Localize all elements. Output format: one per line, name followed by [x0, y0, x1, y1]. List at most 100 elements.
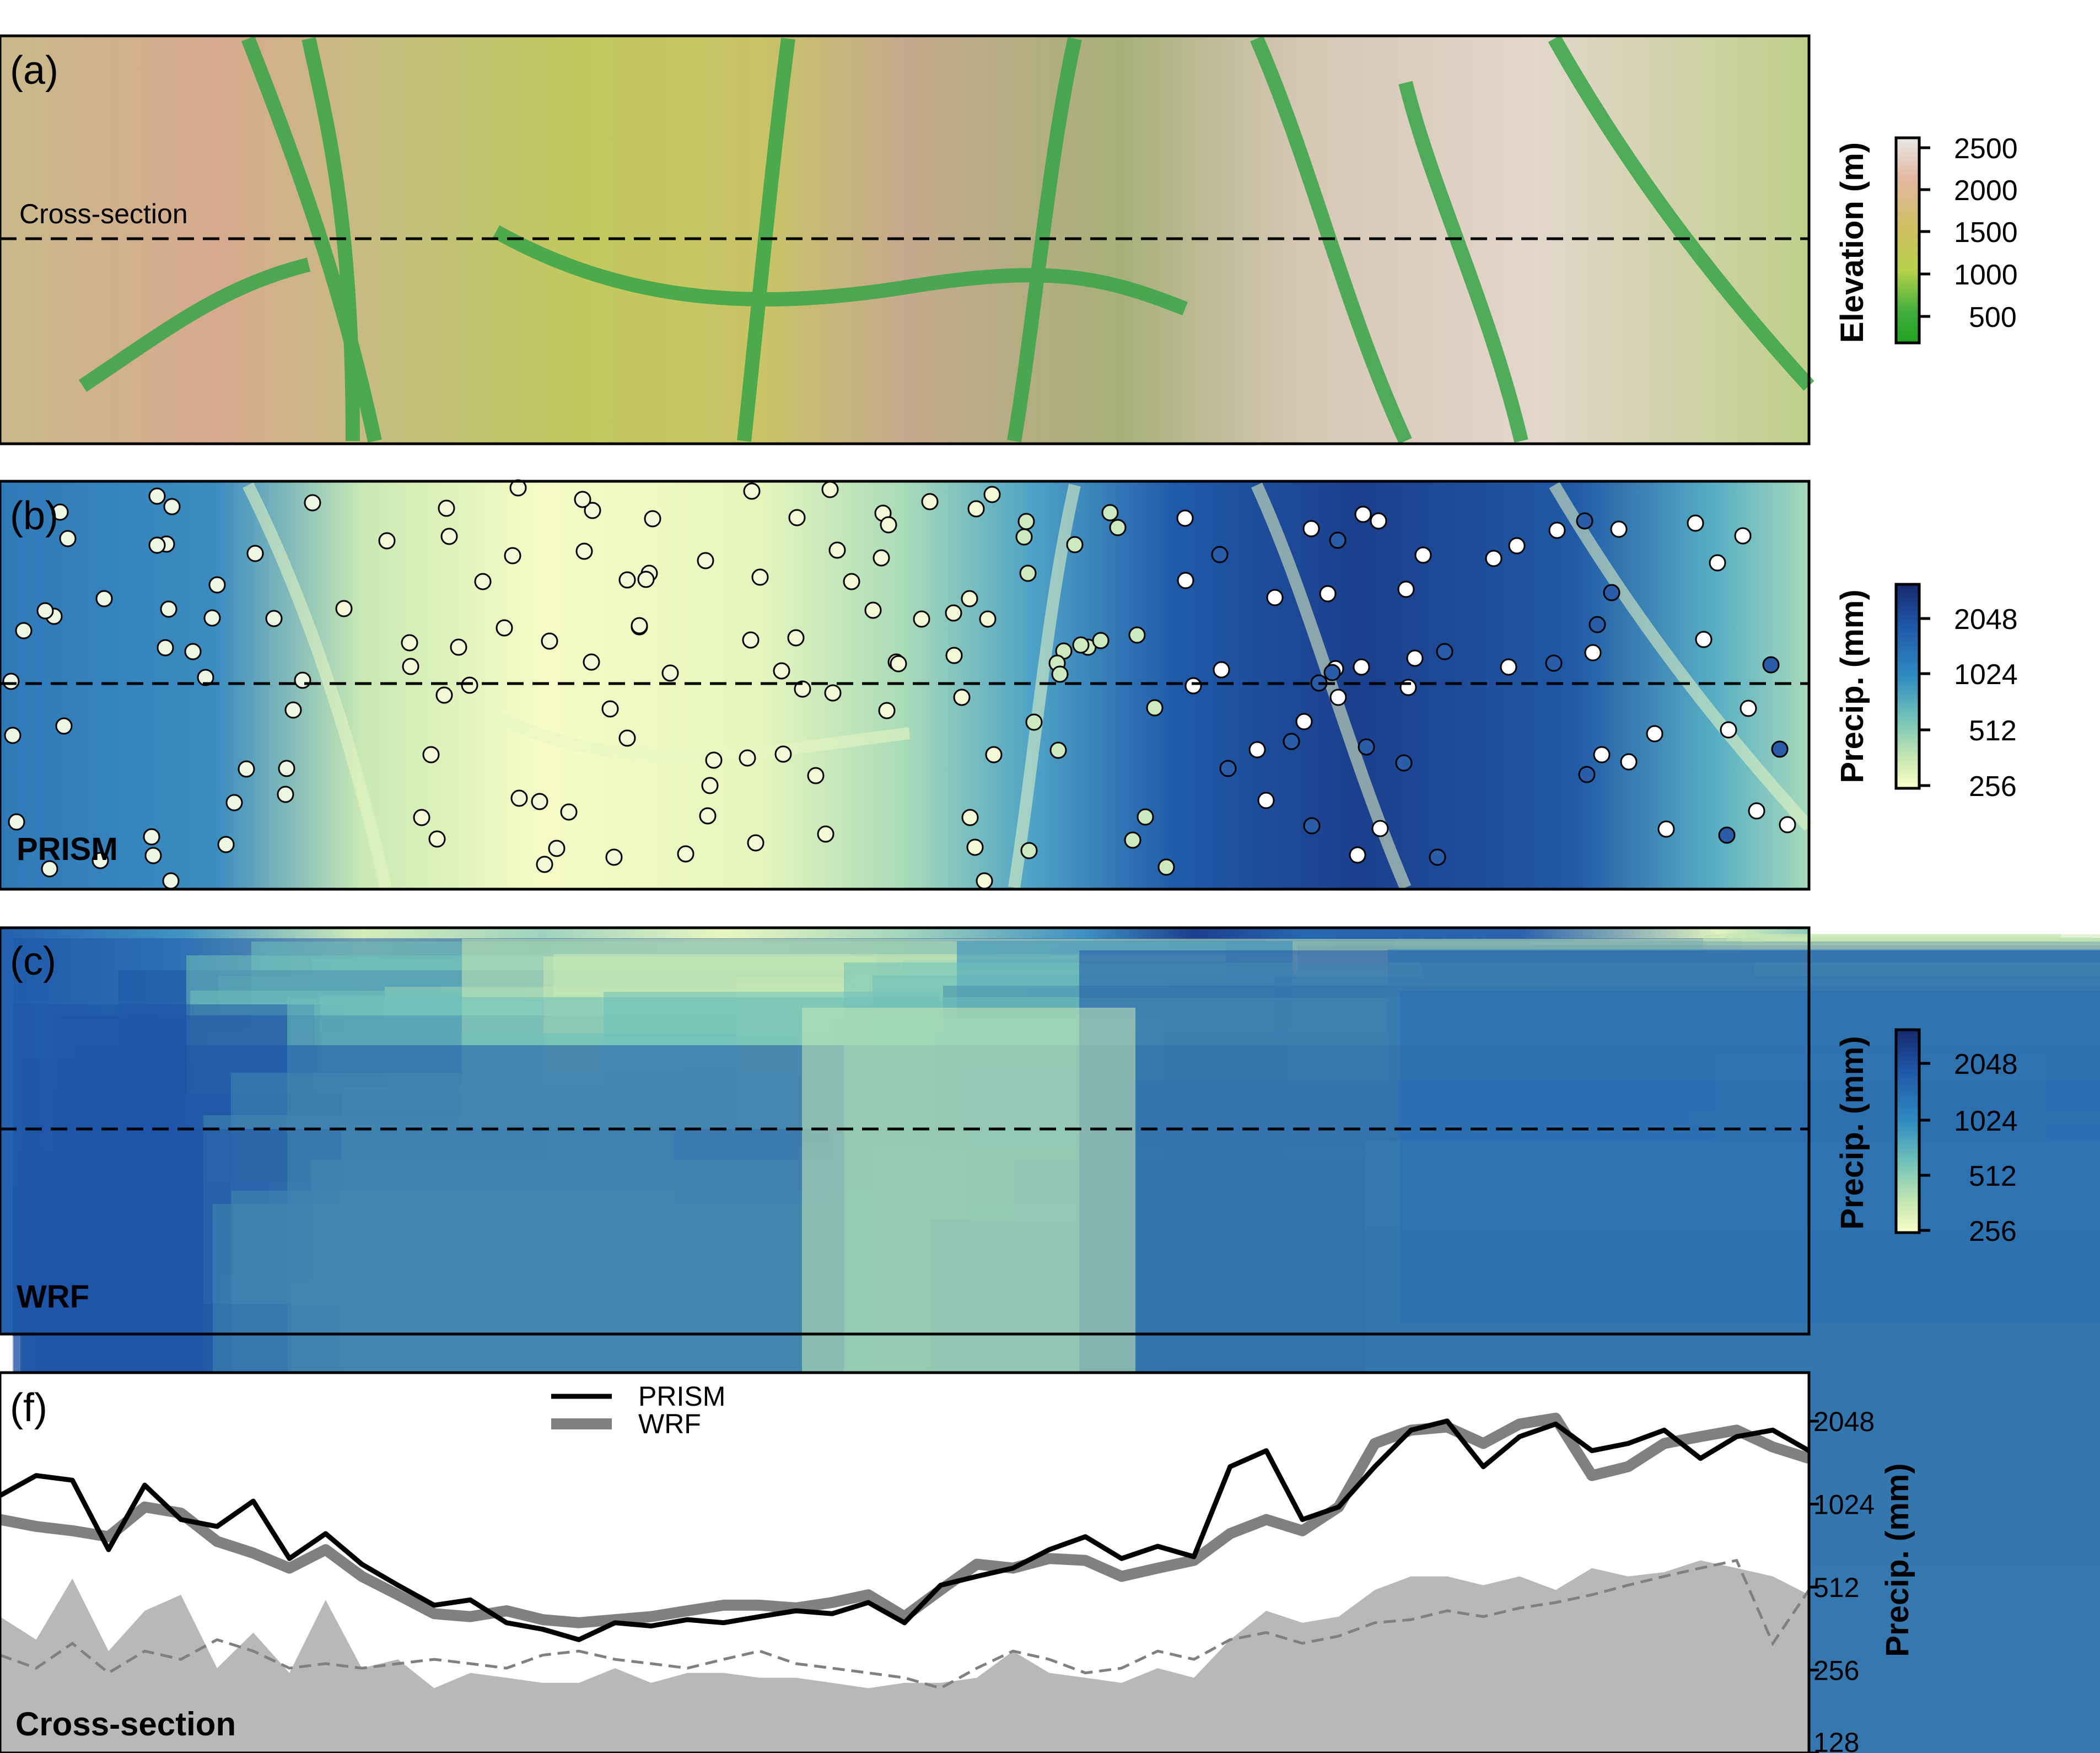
- panel-f-frame: [0, 1371, 1811, 1753]
- station-marker: [751, 568, 769, 586]
- station-marker: [541, 632, 558, 650]
- series-dashed-line: [0, 1558, 1811, 1690]
- station-marker: [1025, 713, 1043, 731]
- station-marker: [880, 516, 897, 534]
- station-marker: [1323, 664, 1341, 681]
- station-marker: [945, 647, 963, 664]
- prism-tick-2048: 2048: [1954, 604, 2018, 636]
- station-marker: [1508, 537, 1526, 555]
- station-marker: [966, 838, 984, 856]
- station-marker: [536, 856, 553, 873]
- station-marker: [265, 610, 283, 627]
- station-marker: [1584, 644, 1602, 662]
- station-markers: [2, 479, 1796, 890]
- prism-colorbar: 2048 1024 512 256 Precip. (mm): [1834, 583, 2018, 803]
- series-line-prism: [0, 1418, 1811, 1642]
- station-marker: [95, 590, 113, 607]
- station-marker: [788, 509, 806, 526]
- panel-b-frame: [0, 480, 1811, 891]
- station-marker: [1576, 512, 1593, 530]
- elev-tick-1500: 1500: [1954, 217, 2018, 249]
- elevation-shaded-area: [0, 1560, 1809, 1753]
- wrf-colorbar: 2048 1024 512 256 Precip. (mm): [1834, 1028, 2018, 1247]
- panel-tag-a: (a): [10, 49, 58, 93]
- station-marker: [1109, 519, 1127, 536]
- legend-label-wrf: WRF: [638, 1408, 701, 1439]
- station-marker: [294, 671, 311, 689]
- station-marker: [402, 658, 419, 675]
- station-marker: [217, 836, 235, 853]
- station-marker: [961, 590, 978, 607]
- station-marker: [661, 664, 679, 682]
- station-marker: [1295, 713, 1313, 730]
- station-marker: [474, 573, 492, 590]
- station-marker: [203, 609, 221, 627]
- station-marker: [1257, 792, 1275, 809]
- station-marker: [705, 751, 723, 769]
- station-marker: [774, 745, 792, 763]
- station-marker: [1157, 858, 1175, 876]
- y-tick-label: 128: [1813, 1727, 1859, 1753]
- station-marker: [953, 689, 971, 706]
- station-marker: [677, 845, 694, 863]
- station-marker: [548, 840, 566, 857]
- station-marker: [1051, 665, 1069, 683]
- station-marker: [8, 813, 25, 831]
- station-marker: [59, 530, 77, 547]
- station-marker: [699, 807, 717, 825]
- station-marker: [1436, 643, 1453, 660]
- station-marker: [238, 760, 255, 778]
- station-marker: [1370, 512, 1387, 530]
- station-marker: [843, 573, 860, 590]
- station-marker: [1128, 626, 1146, 644]
- station-marker: [1620, 753, 1638, 771]
- station-marker: [1485, 550, 1503, 567]
- station-marker: [817, 825, 834, 843]
- station-marker: [413, 809, 430, 826]
- station-marker: [921, 493, 939, 510]
- station-marker: [1066, 536, 1084, 553]
- station-marker: [428, 830, 446, 848]
- station-marker: [435, 686, 453, 704]
- station-marker: [637, 571, 655, 588]
- station-marker: [1015, 528, 1033, 546]
- panel-tag-b: (b): [10, 494, 58, 538]
- station-marker: [890, 655, 907, 673]
- station-marker: [979, 610, 997, 628]
- station-marker: [1548, 521, 1566, 539]
- station-marker: [91, 852, 109, 869]
- station-marker: [1137, 808, 1154, 826]
- elevation-colorbar-ticks: [1919, 146, 1930, 318]
- y-tick-label: 256: [1813, 1655, 1859, 1686]
- station-marker: [1049, 741, 1067, 759]
- station-marker: [1762, 656, 1780, 674]
- station-marker: [824, 684, 842, 702]
- prism-model-label: PRISM: [17, 831, 118, 867]
- station-marker: [1020, 842, 1038, 859]
- station-marker: [794, 680, 811, 698]
- prism-colorbar-ticks: [1919, 617, 1930, 787]
- station-marker: [574, 491, 591, 508]
- station-marker: [584, 502, 601, 519]
- station-marker: [742, 631, 760, 649]
- station-marker: [378, 532, 396, 550]
- elev-tick-2000: 2000: [1954, 175, 2018, 207]
- station-marker: [1213, 661, 1230, 679]
- station-marker: [913, 610, 930, 628]
- y-axis-label: Precip. (mm): [1880, 1463, 1915, 1657]
- station-marker: [148, 536, 166, 554]
- station-marker: [1399, 679, 1417, 696]
- station-marker: [1734, 527, 1752, 545]
- station-marker: [739, 749, 756, 767]
- station-marker: [1101, 504, 1119, 521]
- station-marker: [1687, 514, 1704, 532]
- station-marker: [1176, 509, 1194, 527]
- station-marker: [1709, 554, 1726, 572]
- station-marker: [1319, 585, 1337, 603]
- legend-label-prism: PRISM: [638, 1381, 725, 1412]
- station-marker: [985, 746, 1003, 763]
- station-marker: [1177, 572, 1194, 589]
- station-marker: [143, 828, 160, 846]
- station-marker: [510, 789, 528, 807]
- station-marker: [531, 793, 548, 810]
